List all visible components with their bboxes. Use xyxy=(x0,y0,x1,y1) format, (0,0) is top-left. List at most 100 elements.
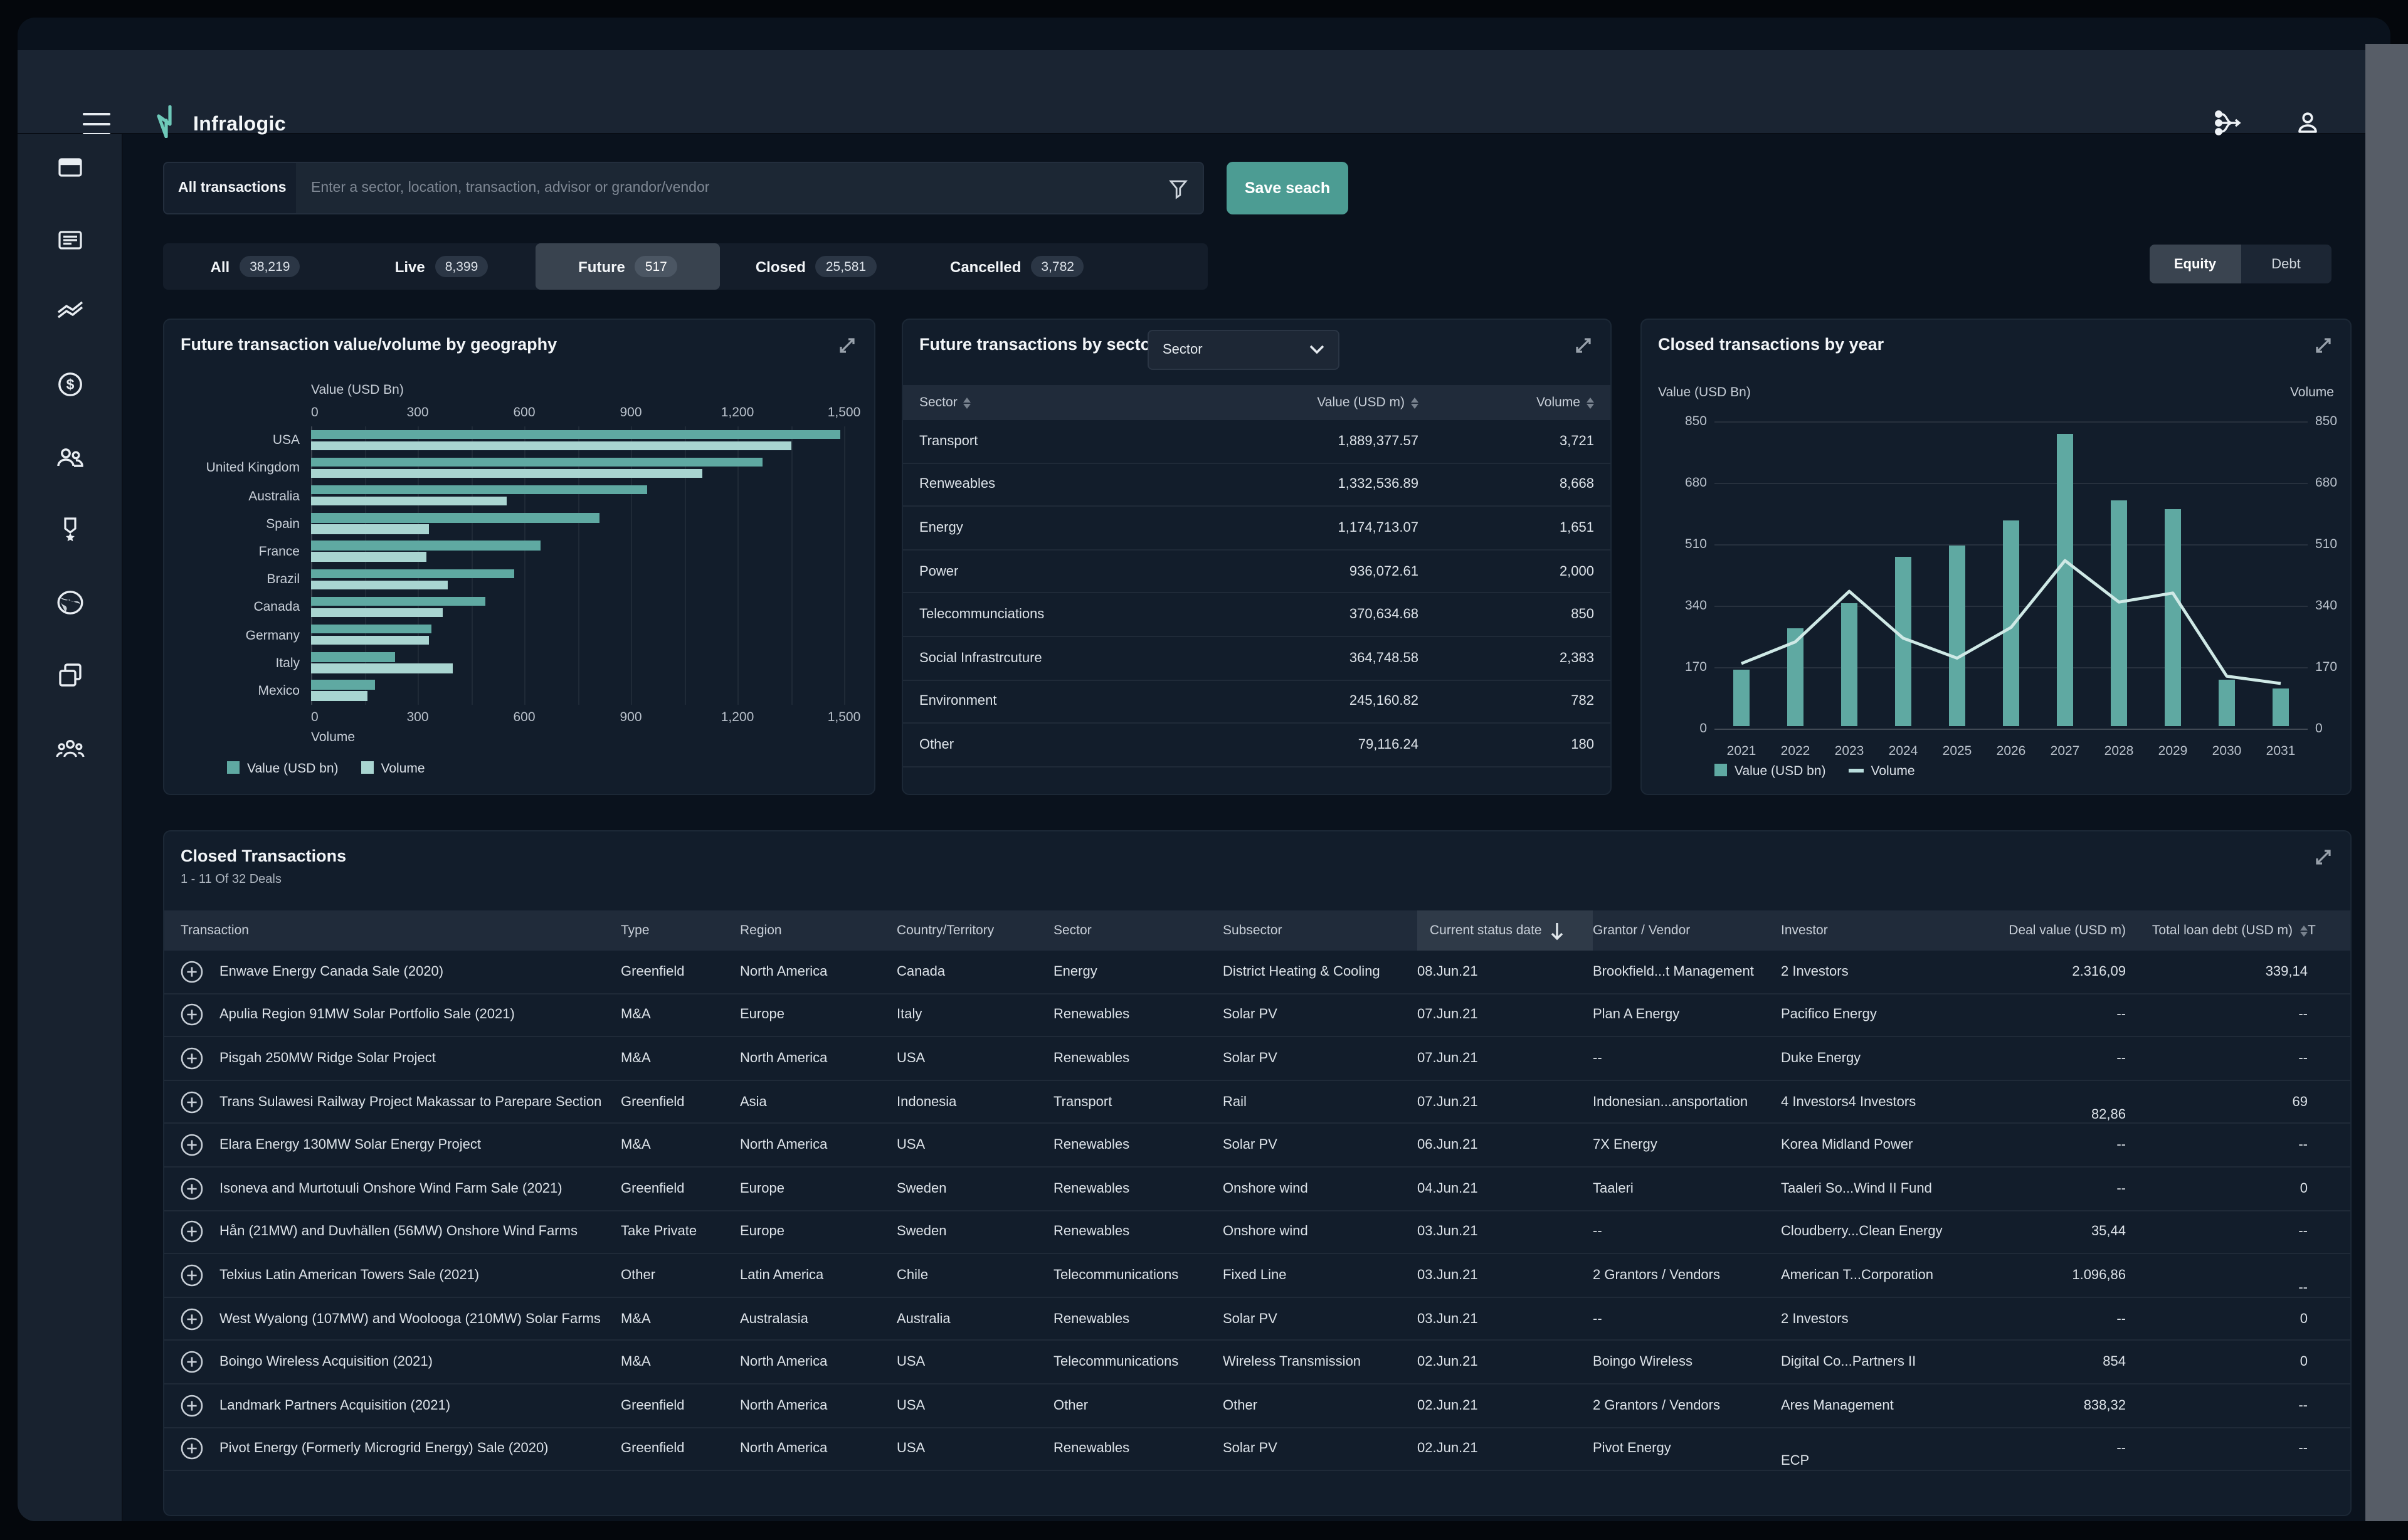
sector-table-header: Sector Value (USD m) Volume xyxy=(903,385,1610,420)
tab-cancelled[interactable]: Cancelled 3,782 xyxy=(912,243,1122,290)
transaction-row[interactable]: Apulia Region 91MW Solar Portfolio Sale … xyxy=(164,994,2350,1038)
tx-grantor: -- xyxy=(1593,1050,1602,1066)
filter-funnel-icon[interactable] xyxy=(1169,179,1188,206)
tx-region: North America xyxy=(740,1354,828,1370)
tx-column-header[interactable]: Current status date xyxy=(1417,910,1593,951)
transaction-row[interactable]: Trans Sulawesi Railway Project Makassar … xyxy=(164,1081,2350,1124)
tx-column-header[interactable]: Subsector xyxy=(1223,923,1282,938)
sector-row[interactable]: Power 936,072.61 2,000 xyxy=(903,551,1610,594)
transaction-row[interactable]: Pivot Energy (Formerly Microgrid Energy)… xyxy=(164,1428,2350,1472)
sector-column-header[interactable]: Volume xyxy=(1418,395,1594,410)
geo-bar-group: Spain xyxy=(164,510,844,537)
user-icon[interactable] xyxy=(2295,110,2320,142)
tx-column-header[interactable]: Country/Territory xyxy=(897,923,995,938)
tab-closed[interactable]: Closed 25,581 xyxy=(720,243,912,290)
card-icon[interactable] xyxy=(56,155,83,186)
tx-column-header[interactable]: T xyxy=(2308,923,2316,938)
news-icon[interactable] xyxy=(56,228,83,259)
trend-icon[interactable] xyxy=(56,300,83,332)
plus-circle-icon[interactable] xyxy=(164,1004,219,1026)
transaction-row[interactable]: Landmark Partners Acquisition (2021) Gree… xyxy=(164,1384,2350,1428)
sector-row[interactable]: Energy 1,174,713.07 1,651 xyxy=(903,507,1610,551)
tab-live[interactable]: Live 8,399 xyxy=(347,243,536,290)
search-input[interactable]: Enter a sector, location, transaction, a… xyxy=(296,162,1204,214)
expand-icon[interactable] xyxy=(2313,846,2334,874)
geo-category-label: Canada xyxy=(253,599,300,615)
tx-type: Greenfield xyxy=(621,1441,685,1457)
geo-bar-pair xyxy=(311,510,844,537)
save-search-button[interactable]: Save seach xyxy=(1227,162,1348,214)
sort-icon[interactable] xyxy=(1411,397,1418,408)
axis-tick: 600 xyxy=(513,710,536,725)
tx-column-header[interactable]: Type xyxy=(621,923,650,938)
plus-circle-icon[interactable] xyxy=(164,961,219,983)
plus-circle-icon[interactable] xyxy=(164,1221,219,1243)
tx-column-header[interactable]: Total loan debt (USD m) xyxy=(2126,910,2308,951)
expand-icon[interactable] xyxy=(1573,335,1594,362)
tab-label: Future xyxy=(578,258,625,275)
sort-icon[interactable] xyxy=(1587,397,1594,408)
search-scope-label[interactable]: All transactions xyxy=(163,162,296,214)
transaction-row[interactable]: West Wyalong (107MW) and Woolooga (210MW… xyxy=(164,1298,2350,1341)
transaction-row[interactable]: Boingo Wireless Acquisition (2021) M&A Nor… xyxy=(164,1341,2350,1384)
tab-all[interactable]: All 38,219 xyxy=(163,243,347,290)
legend-item: Value (USD bn) xyxy=(1714,764,1826,779)
tx-status-date: 03.Jun.21 xyxy=(1417,1267,1478,1283)
sort-icon[interactable] xyxy=(2300,925,2308,936)
toggle-equity[interactable]: Equity xyxy=(2150,245,2241,283)
toggle-debt[interactable]: Debt xyxy=(2241,245,2331,283)
plus-circle-icon[interactable] xyxy=(164,1264,219,1287)
transaction-row[interactable]: Elara Energy 130MW Solar Energy Project M… xyxy=(164,1124,2350,1168)
copy-icon[interactable] xyxy=(56,662,83,695)
sector-row[interactable]: Social Infrastrcuture 364,748.58 2,383 xyxy=(903,637,1610,681)
sort-icon[interactable] xyxy=(963,397,971,408)
transaction-row[interactable]: Hån (21MW) and Duvhällen (56MW) Onshore … xyxy=(164,1211,2350,1255)
transaction-row[interactable]: Enwave Energy Canada Sale (2020) Greenfie… xyxy=(164,951,2350,994)
sector-row[interactable]: Environment 245,160.82 782 xyxy=(903,680,1610,724)
tx-column-header[interactable]: Sector xyxy=(1054,923,1092,938)
tx-column-header[interactable]: Transaction xyxy=(181,923,249,938)
gridline xyxy=(631,426,632,705)
tx-column-header[interactable]: Grantor / Vendor xyxy=(1593,923,1691,938)
sector-row[interactable]: Other 79,116.24 180 xyxy=(903,724,1610,767)
plus-circle-icon[interactable] xyxy=(164,1178,219,1200)
tx-column-header[interactable]: Investor xyxy=(1781,923,1828,938)
sector-dropdown[interactable]: Sector xyxy=(1148,330,1339,370)
transaction-row[interactable]: Isoneva and Murtotuuli Onshore Wind Farm… xyxy=(164,1168,2350,1211)
brand[interactable]: Infralogic xyxy=(153,105,286,144)
menu-icon[interactable] xyxy=(83,113,110,135)
dollar-icon[interactable]: $ xyxy=(56,371,83,404)
sector-row[interactable]: Renweables 1,332,536.89 8,668 xyxy=(903,463,1610,507)
gridline xyxy=(737,426,739,705)
year-value-bar xyxy=(1841,603,1857,726)
people-icon[interactable] xyxy=(56,445,83,475)
plus-circle-icon[interactable] xyxy=(164,1438,219,1460)
transaction-row[interactable]: Telxius Latin American Towers Sale (2021… xyxy=(164,1254,2350,1298)
tx-sector: Renewables xyxy=(1054,1007,1130,1023)
transaction-row[interactable]: Pisgah 250MW Ridge Solar Project M&A North… xyxy=(164,1037,2350,1081)
data-flow-icon[interactable] xyxy=(2215,110,2242,142)
plus-circle-icon[interactable] xyxy=(164,1047,219,1070)
sector-row[interactable]: Telecommunciations 370,634.68 850 xyxy=(903,594,1610,637)
plus-circle-icon[interactable] xyxy=(164,1351,219,1373)
sector-column-header[interactable]: Sector xyxy=(919,395,1205,410)
sector-column-header[interactable]: Value (USD m) xyxy=(1205,395,1418,410)
plus-circle-icon[interactable] xyxy=(164,1134,219,1156)
medal-icon[interactable] xyxy=(58,517,82,549)
scrollbar[interactable] xyxy=(2365,44,2408,1521)
volume-bar xyxy=(311,468,702,478)
plus-circle-icon[interactable] xyxy=(164,1090,219,1113)
sector-row[interactable]: Transport 1,889,377.57 3,721 xyxy=(903,420,1610,464)
tx-status-date: 04.Jun.21 xyxy=(1417,1181,1478,1196)
tx-column-header[interactable]: Region xyxy=(740,923,782,938)
geo-category-label: Spain xyxy=(266,516,300,532)
group-icon[interactable] xyxy=(55,736,84,766)
tx-column-header[interactable]: Deal value (USD m) xyxy=(2009,923,2126,938)
globe-icon[interactable] xyxy=(56,589,83,622)
expand-icon[interactable] xyxy=(2313,335,2334,362)
expand-icon[interactable] xyxy=(837,335,858,362)
plus-circle-icon[interactable] xyxy=(164,1394,219,1416)
value-bar xyxy=(311,541,541,551)
tab-future[interactable]: Future 517 xyxy=(536,243,720,290)
plus-circle-icon[interactable] xyxy=(164,1307,219,1330)
